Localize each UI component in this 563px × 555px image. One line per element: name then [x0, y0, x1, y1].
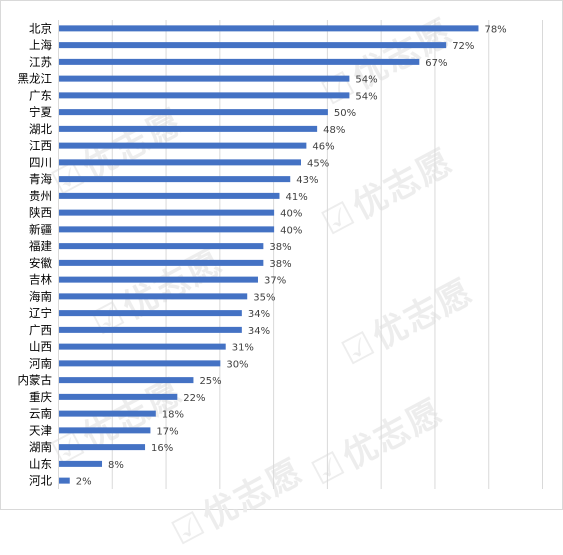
category-label: 安徽	[29, 256, 52, 270]
data-label: 78%	[484, 24, 506, 35]
data-label: 48%	[323, 125, 345, 136]
data-label: 34%	[248, 309, 270, 320]
data-label: 67%	[425, 58, 447, 69]
bar	[59, 125, 318, 132]
category-label: 陕西	[29, 206, 52, 220]
bar	[59, 460, 103, 467]
category-label: 福建	[29, 239, 52, 253]
category-label: 新疆	[29, 222, 52, 236]
data-label: 22%	[183, 393, 205, 404]
bar	[59, 42, 447, 49]
category-label: 重庆	[29, 390, 52, 404]
bar	[59, 75, 350, 82]
data-label: 54%	[355, 91, 377, 102]
bar	[59, 259, 264, 266]
category-label: 天津	[29, 423, 52, 437]
data-label: 72%	[452, 41, 474, 52]
category-label: 湖南	[29, 440, 52, 454]
category-label: 山东	[29, 457, 52, 471]
category-label: 黑龙江	[18, 72, 53, 86]
checkmark-logo-icon: ☑	[165, 503, 214, 554]
category-label: 宁夏	[29, 105, 52, 119]
data-label: 40%	[280, 225, 302, 236]
data-label: 38%	[269, 242, 291, 253]
bar	[59, 176, 291, 183]
category-label: 山西	[29, 340, 52, 354]
bar	[59, 360, 221, 367]
data-label: 45%	[307, 158, 329, 169]
bar	[59, 92, 350, 99]
bar	[59, 109, 328, 116]
bar	[59, 243, 264, 250]
data-label: 2%	[76, 477, 92, 488]
category-label: 海南	[29, 289, 52, 303]
category-label: 广西	[29, 323, 52, 337]
category-label: 北京	[29, 21, 52, 35]
data-label: 50%	[334, 108, 356, 119]
bar	[59, 393, 178, 400]
category-label: 河北	[29, 474, 52, 488]
bar	[59, 326, 242, 333]
bar	[59, 58, 420, 65]
bar	[59, 293, 248, 300]
category-label: 青海	[29, 172, 52, 186]
data-label: 38%	[269, 259, 291, 270]
data-label: 25%	[199, 376, 221, 387]
bar	[59, 159, 301, 166]
data-label: 43%	[296, 175, 318, 186]
bar	[59, 377, 194, 384]
category-label: 吉林	[29, 273, 52, 287]
chart-frame	[0, 0, 563, 510]
bar	[59, 343, 226, 350]
data-label: 37%	[264, 276, 286, 287]
data-label: 34%	[248, 326, 270, 337]
data-label: 41%	[285, 192, 307, 203]
bar	[59, 410, 156, 417]
bar	[59, 25, 479, 32]
bar	[59, 310, 242, 317]
category-label: 上海	[29, 38, 52, 52]
category-label: 云南	[29, 407, 52, 421]
bar	[59, 226, 275, 233]
data-label: 30%	[226, 359, 248, 370]
data-label: 31%	[232, 343, 254, 354]
category-label: 广东	[29, 88, 52, 102]
category-label: 江西	[29, 139, 52, 153]
bar	[59, 276, 258, 283]
bar	[59, 427, 151, 434]
data-label: 40%	[280, 209, 302, 220]
data-label: 35%	[253, 292, 275, 303]
category-label: 湖北	[29, 122, 52, 136]
data-label: 8%	[108, 460, 124, 471]
category-label: 辽宁	[29, 306, 52, 320]
bar	[59, 477, 70, 484]
bar	[59, 209, 275, 216]
data-label: 54%	[355, 75, 377, 86]
category-label: 内蒙古	[18, 373, 53, 387]
category-label: 江苏	[29, 55, 52, 69]
data-label: 17%	[156, 426, 178, 437]
category-label: 四川	[29, 155, 52, 169]
bar	[59, 444, 146, 451]
bar	[59, 142, 307, 149]
category-label: 贵州	[29, 189, 52, 203]
bar-chart: 北京 78% 上海 72% 江苏 67% 黑龙江 54% 广东 54% 宁夏 50% 湖北 48% 江西 46…	[18, 20, 543, 489]
data-label: 46%	[312, 142, 334, 153]
data-label: 18%	[162, 410, 184, 421]
category-label: 河南	[29, 356, 52, 370]
bar	[59, 192, 280, 199]
data-label: 16%	[151, 443, 173, 454]
